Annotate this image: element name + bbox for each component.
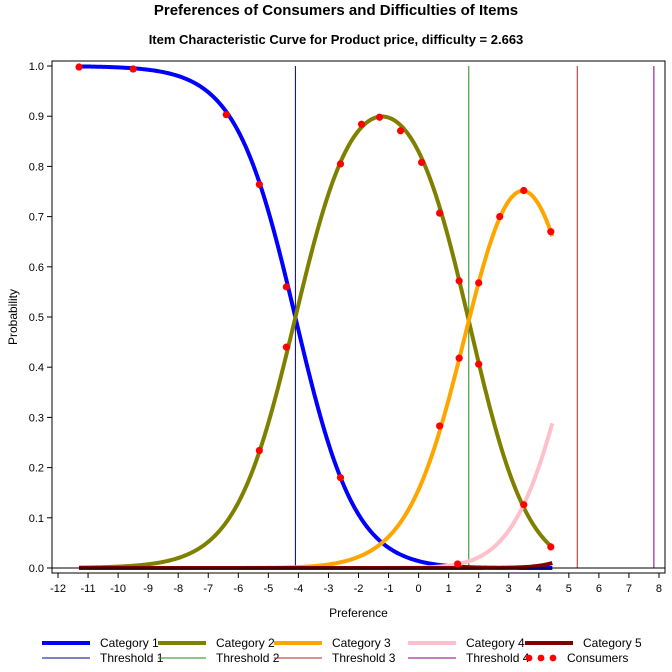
y-tick-label: 0.2 (29, 463, 44, 475)
chart-title: Preferences of Consumers and Difficultie… (153, 2, 519, 19)
consumer-point (255, 446, 263, 455)
legend-marker-consumers (525, 654, 533, 662)
x-tick-label: 8 (656, 583, 662, 595)
x-tick-label: -5 (263, 583, 273, 595)
x-tick-label: -7 (203, 583, 213, 595)
y-tick-label: 0.8 (29, 161, 44, 173)
x-tick-label: 6 (596, 583, 602, 595)
consumer-point (496, 213, 504, 221)
x-tick-label: -1 (384, 583, 394, 595)
consumer-point (520, 186, 528, 195)
consumer-point (375, 113, 384, 121)
x-tick-label: 7 (626, 583, 632, 595)
consumer-point (455, 354, 463, 362)
x-tick-label: -4 (294, 583, 304, 595)
legend-label-category-2: Category 2 (216, 636, 275, 650)
consumer-point (396, 127, 405, 135)
x-tick-label: 2 (476, 583, 482, 595)
y-tick-label: 0.1 (29, 513, 44, 525)
consumer-point (336, 474, 345, 482)
consumer-point (455, 277, 463, 285)
y-tick-label: 0.3 (29, 412, 44, 424)
x-tick-label: -6 (233, 583, 243, 595)
consumer-point (129, 65, 137, 73)
x-tick-label: -2 (354, 583, 364, 595)
x-tick-label: 0 (416, 583, 422, 595)
legend-label-category-3: Category 3 (332, 636, 391, 650)
legend-label-consumers: Consumers (567, 651, 628, 665)
consumer-point (436, 422, 444, 430)
x-tick-label: 1 (446, 583, 452, 595)
consumer-point (418, 158, 426, 166)
consumer-point (520, 501, 528, 509)
consumer-point (436, 209, 444, 217)
consumer-point (547, 543, 555, 551)
y-tick-label: 0.0 (29, 563, 44, 575)
y-tick-label: 0.5 (29, 312, 44, 324)
x-tick-label: -10 (110, 583, 126, 595)
x-tick-label: 4 (536, 583, 542, 595)
consumer-point (282, 343, 290, 351)
consumer-point (336, 160, 345, 168)
curve-category-4 (78, 422, 555, 570)
legend-label-category-1: Category 1 (100, 636, 159, 650)
y-tick-label: 0.4 (29, 362, 44, 374)
x-tick-label: -3 (324, 583, 334, 595)
x-tick-label: -9 (143, 583, 153, 595)
plot-frame (51, 60, 666, 574)
consumer-point (547, 228, 555, 236)
x-tick-label: 5 (566, 583, 572, 595)
y-tick-label: 1.0 (29, 61, 44, 73)
y-tick-label: 0.9 (29, 111, 44, 123)
x-tick-label: 3 (506, 583, 512, 595)
curve-category-1 (78, 64, 553, 570)
curve-category-2 (78, 114, 554, 570)
consumer-point (75, 63, 83, 71)
legend-label-threshold-2: Threshold 2 (216, 651, 280, 665)
y-axis-label: Probability (6, 289, 20, 345)
consumer-point (357, 120, 366, 128)
legend-marker-consumers (537, 654, 545, 662)
x-axis-label: Preference (329, 606, 388, 620)
consumer-point (475, 360, 483, 368)
legend-label-threshold-1: Threshold 1 (100, 651, 164, 665)
consumer-point (222, 111, 230, 119)
consumer-point (282, 283, 290, 291)
x-tick-label: -8 (173, 583, 183, 595)
legend-label-category-4: Category 4 (466, 636, 525, 650)
x-tick-label: -12 (50, 583, 66, 595)
consumer-point (255, 180, 263, 189)
consumer-point (454, 560, 462, 568)
y-tick-label: 0.7 (29, 212, 44, 224)
legend-label-threshold-3: Threshold 3 (332, 651, 396, 665)
legend-label-threshold-4: Threshold 4 (466, 651, 530, 665)
legend-marker-consumers (549, 654, 557, 662)
chart-subtitle: Item Characteristic Curve for Product pr… (148, 32, 524, 47)
x-tick-label: -11 (81, 583, 96, 595)
legend-label-category-5: Category 5 (583, 636, 642, 650)
y-tick-label: 0.6 (29, 262, 44, 274)
consumer-point (475, 279, 483, 287)
